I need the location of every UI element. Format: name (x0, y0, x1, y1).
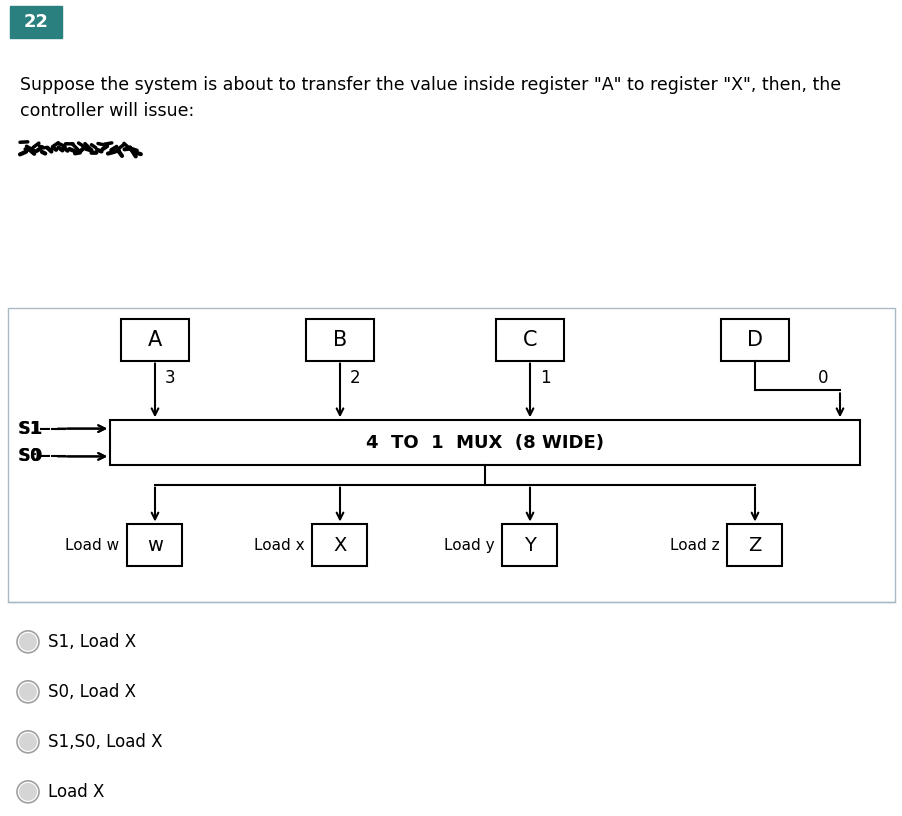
Text: Load w: Load w (65, 538, 119, 552)
Circle shape (19, 633, 37, 651)
Text: 0: 0 (816, 369, 827, 387)
Text: 3: 3 (165, 369, 175, 387)
Circle shape (19, 683, 37, 701)
Text: S1, Load X: S1, Load X (48, 633, 136, 651)
FancyBboxPatch shape (720, 319, 788, 361)
FancyBboxPatch shape (110, 420, 859, 465)
FancyBboxPatch shape (306, 319, 373, 361)
Text: Z: Z (748, 536, 761, 555)
Text: S1—: S1— (20, 419, 50, 437)
Text: Load z: Load z (669, 538, 719, 552)
Text: Suppose the system is about to transfer the value inside register "A" to registe: Suppose the system is about to transfer … (20, 76, 840, 121)
FancyBboxPatch shape (502, 525, 557, 566)
Text: D: D (746, 330, 762, 350)
Circle shape (17, 631, 39, 653)
Text: 4  TO  1  MUX  (8 WIDE): 4 TO 1 MUX (8 WIDE) (365, 433, 603, 451)
Circle shape (19, 783, 37, 800)
FancyBboxPatch shape (10, 6, 62, 38)
FancyBboxPatch shape (127, 525, 182, 566)
Circle shape (19, 733, 37, 751)
Text: B: B (333, 330, 346, 350)
Text: C: C (522, 330, 537, 350)
FancyBboxPatch shape (727, 525, 782, 566)
FancyBboxPatch shape (8, 308, 894, 602)
Text: Load y: Load y (444, 538, 494, 552)
Text: S0—: S0— (20, 447, 50, 465)
FancyBboxPatch shape (312, 525, 367, 566)
Text: S1,S0, Load X: S1,S0, Load X (48, 733, 162, 751)
FancyBboxPatch shape (495, 319, 564, 361)
Text: Load x: Load x (253, 538, 304, 552)
FancyBboxPatch shape (121, 319, 189, 361)
Text: S0: S0 (18, 447, 43, 465)
Text: A: A (148, 330, 162, 350)
Text: 2: 2 (350, 369, 360, 387)
Text: 22: 22 (23, 13, 49, 31)
Text: S1: S1 (18, 419, 43, 437)
Circle shape (17, 681, 39, 703)
Text: 1: 1 (539, 369, 550, 387)
Text: S0, Load X: S0, Load X (48, 683, 136, 701)
Circle shape (17, 731, 39, 753)
Text: w: w (147, 536, 163, 555)
Text: X: X (333, 536, 346, 555)
Text: Y: Y (523, 536, 536, 555)
Text: Load X: Load X (48, 783, 105, 800)
Circle shape (17, 781, 39, 803)
